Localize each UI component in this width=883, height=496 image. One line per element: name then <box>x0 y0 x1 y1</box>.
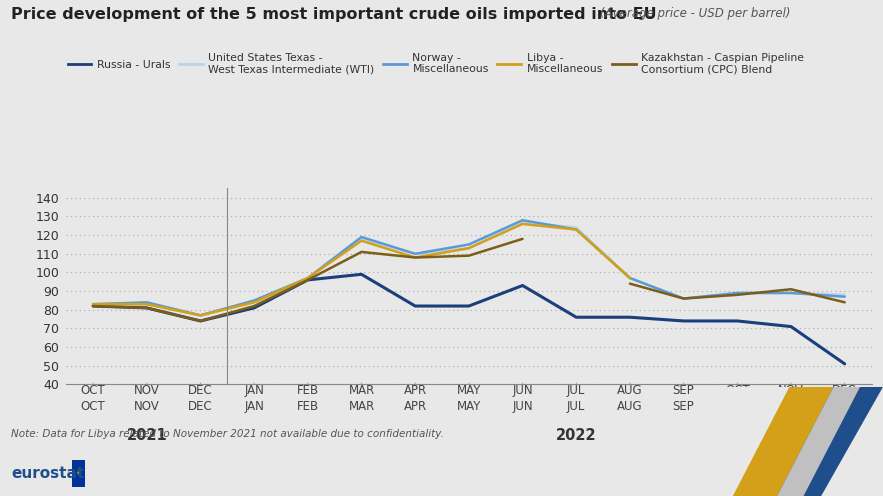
Text: JAN: JAN <box>245 384 264 397</box>
Text: APR: APR <box>404 384 426 397</box>
Text: NOV: NOV <box>134 384 160 397</box>
Text: OCT: OCT <box>80 384 105 397</box>
Text: (Average price - USD per barrel): (Average price - USD per barrel) <box>600 7 791 20</box>
Text: Price development of the 5 most important crude oils imported into EU: Price development of the 5 most importan… <box>11 7 657 22</box>
Text: DEC: DEC <box>188 400 213 413</box>
Text: 2022: 2022 <box>556 428 597 442</box>
Text: JUL: JUL <box>567 400 585 413</box>
Text: APR: APR <box>404 400 426 413</box>
Text: AUG: AUG <box>617 400 643 413</box>
Text: SEP: SEP <box>673 400 695 413</box>
Text: JUN: JUN <box>512 384 532 397</box>
Text: 2021: 2021 <box>126 428 167 442</box>
Text: ★: ★ <box>75 470 82 477</box>
Polygon shape <box>777 387 860 496</box>
Legend: Russia - Urals, United States Texas -
West Texas Intermediate (WTI), Norway -
Mi: Russia - Urals, United States Texas - We… <box>68 53 804 74</box>
Text: MAR: MAR <box>349 400 374 413</box>
Text: NOV: NOV <box>134 400 160 413</box>
Text: Note: Data for Libya related to November 2021 not available due to confidentiali: Note: Data for Libya related to November… <box>11 429 444 439</box>
Text: eurostat: eurostat <box>11 466 85 481</box>
Text: JAN: JAN <box>245 400 264 413</box>
Text: DEC: DEC <box>188 384 213 397</box>
Text: NOV: NOV <box>778 400 804 413</box>
Text: OCT: OCT <box>725 400 750 413</box>
Text: AUG: AUG <box>617 384 643 397</box>
Polygon shape <box>733 387 834 496</box>
Text: OCT: OCT <box>725 384 750 397</box>
Text: FEB: FEB <box>297 400 319 413</box>
Text: MAY: MAY <box>457 384 481 397</box>
Text: NOV: NOV <box>778 384 804 397</box>
Text: JUL: JUL <box>567 384 585 397</box>
Text: DEC: DEC <box>833 384 857 397</box>
Text: MAY: MAY <box>457 400 481 413</box>
Polygon shape <box>768 387 883 496</box>
Text: OCT: OCT <box>80 400 105 413</box>
Text: SEP: SEP <box>673 384 695 397</box>
Text: FEB: FEB <box>297 384 319 397</box>
Text: JUN: JUN <box>512 400 532 413</box>
Text: DEC: DEC <box>833 400 857 413</box>
Text: MAR: MAR <box>349 384 374 397</box>
